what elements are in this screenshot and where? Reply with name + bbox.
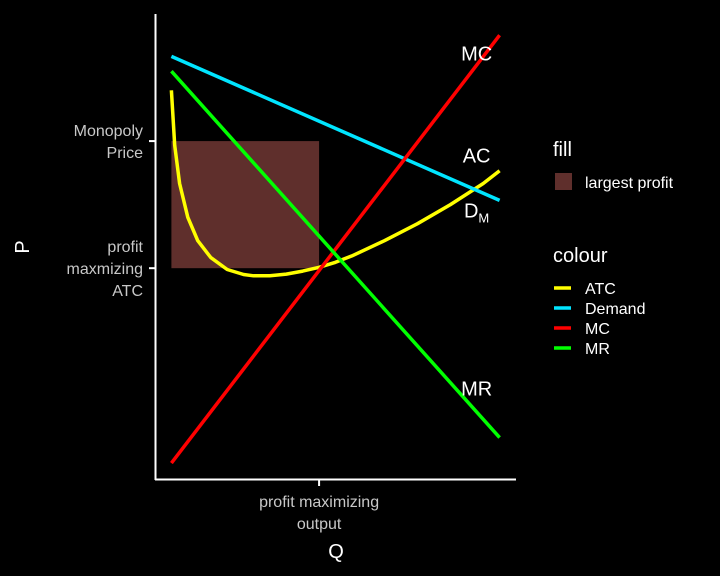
curve-label-ac: AC bbox=[463, 145, 491, 167]
series-mr-line bbox=[170, 70, 501, 439]
curve-label-mc: MC bbox=[461, 44, 492, 66]
legend-fill-title: fill bbox=[553, 139, 572, 161]
legend-fill-swatch bbox=[555, 173, 572, 190]
legend-label-demand: Demand bbox=[585, 301, 645, 318]
series-demand-line bbox=[170, 54, 501, 203]
legend-colour-title: colour bbox=[553, 245, 608, 267]
x-axis-title: Q bbox=[328, 541, 344, 563]
series-atc-line bbox=[169, 90, 501, 278]
y-axis-title: P bbox=[12, 240, 34, 253]
curve-label-dm: DM bbox=[464, 200, 489, 225]
series-mc-line bbox=[170, 34, 501, 465]
x-tick-label: profit maximizing output bbox=[259, 494, 379, 533]
y-tick-label: profit maxmizing ATC bbox=[67, 239, 144, 300]
legend-label-mr: MR bbox=[585, 341, 610, 358]
curve-label-mr: MR bbox=[461, 378, 492, 400]
profit-area bbox=[171, 141, 320, 269]
y-tick-label: Monopoly Price bbox=[74, 123, 143, 162]
legend-fill-label: largest profit bbox=[585, 175, 674, 192]
legend-label-mc: MC bbox=[585, 321, 610, 338]
legend-label-atc: ATC bbox=[585, 281, 616, 298]
